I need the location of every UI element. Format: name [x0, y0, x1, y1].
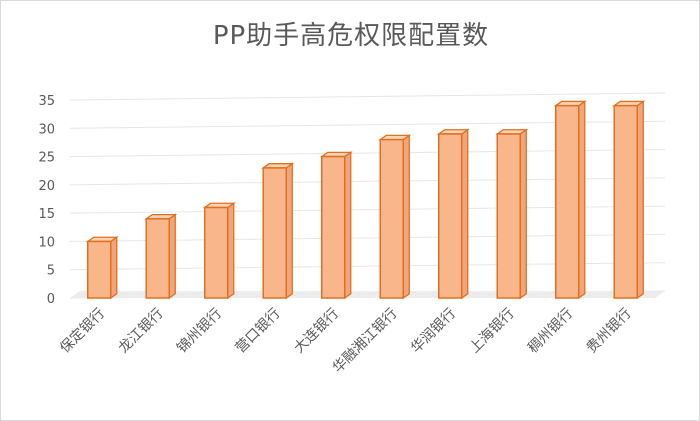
y-tick-label: 15 — [38, 207, 55, 222]
y-tick-label: 35 — [38, 94, 55, 109]
bar — [144, 213, 178, 300]
y-tick-label: 10 — [38, 235, 55, 250]
bar-side — [578, 100, 586, 300]
bar-side — [461, 128, 469, 300]
bar — [261, 162, 295, 300]
chart-title: PP助手高危权限配置数 — [212, 21, 490, 51]
bar — [436, 128, 470, 300]
bar — [319, 151, 353, 300]
bar-front — [204, 206, 229, 299]
bar-front — [613, 104, 638, 299]
x-category-label: 稠州银行 — [525, 306, 576, 357]
bar — [553, 100, 587, 300]
bar — [202, 202, 236, 300]
y-tick-label: 20 — [38, 179, 55, 194]
bar-side — [110, 235, 118, 300]
x-category-label: 华润银行 — [408, 306, 459, 357]
bar — [612, 100, 646, 300]
y-tick-label: 25 — [38, 151, 55, 166]
bar-front — [496, 133, 521, 299]
bars — [85, 100, 646, 300]
bar — [378, 134, 412, 300]
bar-side — [402, 134, 410, 300]
bar — [85, 235, 119, 300]
x-category-label: 营口银行 — [233, 306, 284, 357]
x-category-label: 锦州银行 — [173, 305, 225, 357]
bar-side — [519, 128, 527, 300]
bar-side — [344, 151, 352, 300]
bar-front — [555, 104, 580, 299]
y-axis-ticks: 0 5 10 15 20 25 30 35 — [38, 94, 55, 307]
bar-front — [321, 155, 346, 299]
bar — [495, 128, 529, 300]
x-category-label: 大连银行 — [291, 306, 342, 357]
bar-front — [438, 133, 463, 299]
x-category-label: 上海银行 — [467, 306, 518, 357]
bar-front — [379, 138, 404, 299]
bar-side — [285, 162, 293, 300]
gridline — [69, 92, 666, 101]
bar-side — [636, 100, 644, 300]
bar-front — [145, 218, 170, 299]
bar-side — [227, 202, 235, 300]
bar-side — [168, 213, 176, 300]
bar-front — [262, 167, 287, 299]
y-tick-label: 0 — [47, 292, 55, 307]
x-category-label: 保定银行 — [57, 306, 108, 357]
y-tick-label: 5 — [47, 264, 55, 279]
y-tick-label: 30 — [38, 122, 55, 137]
x-category-label: 龙江银行 — [116, 306, 167, 357]
bar-front — [87, 240, 112, 299]
x-category-label: 贵州银行 — [584, 306, 635, 357]
